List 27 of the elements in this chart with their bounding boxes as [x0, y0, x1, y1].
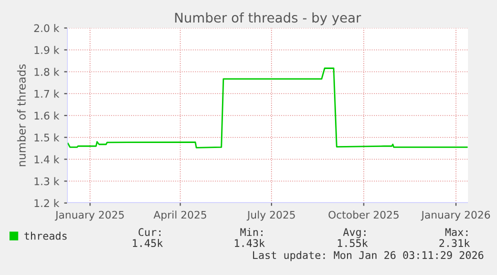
text: Last update: Mon Jan 26 03:11:29 2026 [253, 250, 484, 262]
x-tick-label: January 2026 [420, 210, 490, 221]
text: Cur: [138, 228, 160, 236]
y-tick-label: 1.8 k [34, 68, 60, 76]
text: 2.31k [439, 238, 470, 248]
x-tick-label: April 2025 [154, 210, 206, 221]
text: 1.43k [234, 238, 265, 248]
y-tick-label: 1.9 k [34, 46, 60, 54]
legend-label: threads [24, 232, 67, 240]
text: 1.45k [132, 238, 163, 248]
y-axis-title: number of threads [17, 64, 26, 166]
text: 1.55k [338, 238, 368, 248]
x-tick-label: October 2025 [328, 210, 399, 219]
y-tick-label: 1.7 k [34, 90, 60, 98]
y-tick-label: 1.6 k [34, 112, 60, 120]
x-tick-label: January 2025 [54, 210, 124, 221]
y-tick-label: 1.2 k [34, 199, 60, 207]
text: Max: [445, 228, 468, 236]
y-tick-label: 2.0 k [34, 24, 60, 32]
x-tick-label: July 2025 [246, 210, 295, 221]
text: Min: [240, 228, 262, 236]
y-tick-label: 1.4 k [34, 155, 60, 164]
text: Avg: [343, 228, 366, 238]
y-tick-label: 1.5 k [34, 133, 60, 142]
chart-title: Number of threads - by year [175, 12, 362, 26]
y-tick-label: 1.3 k [34, 177, 60, 186]
line-series [67, 68, 468, 148]
